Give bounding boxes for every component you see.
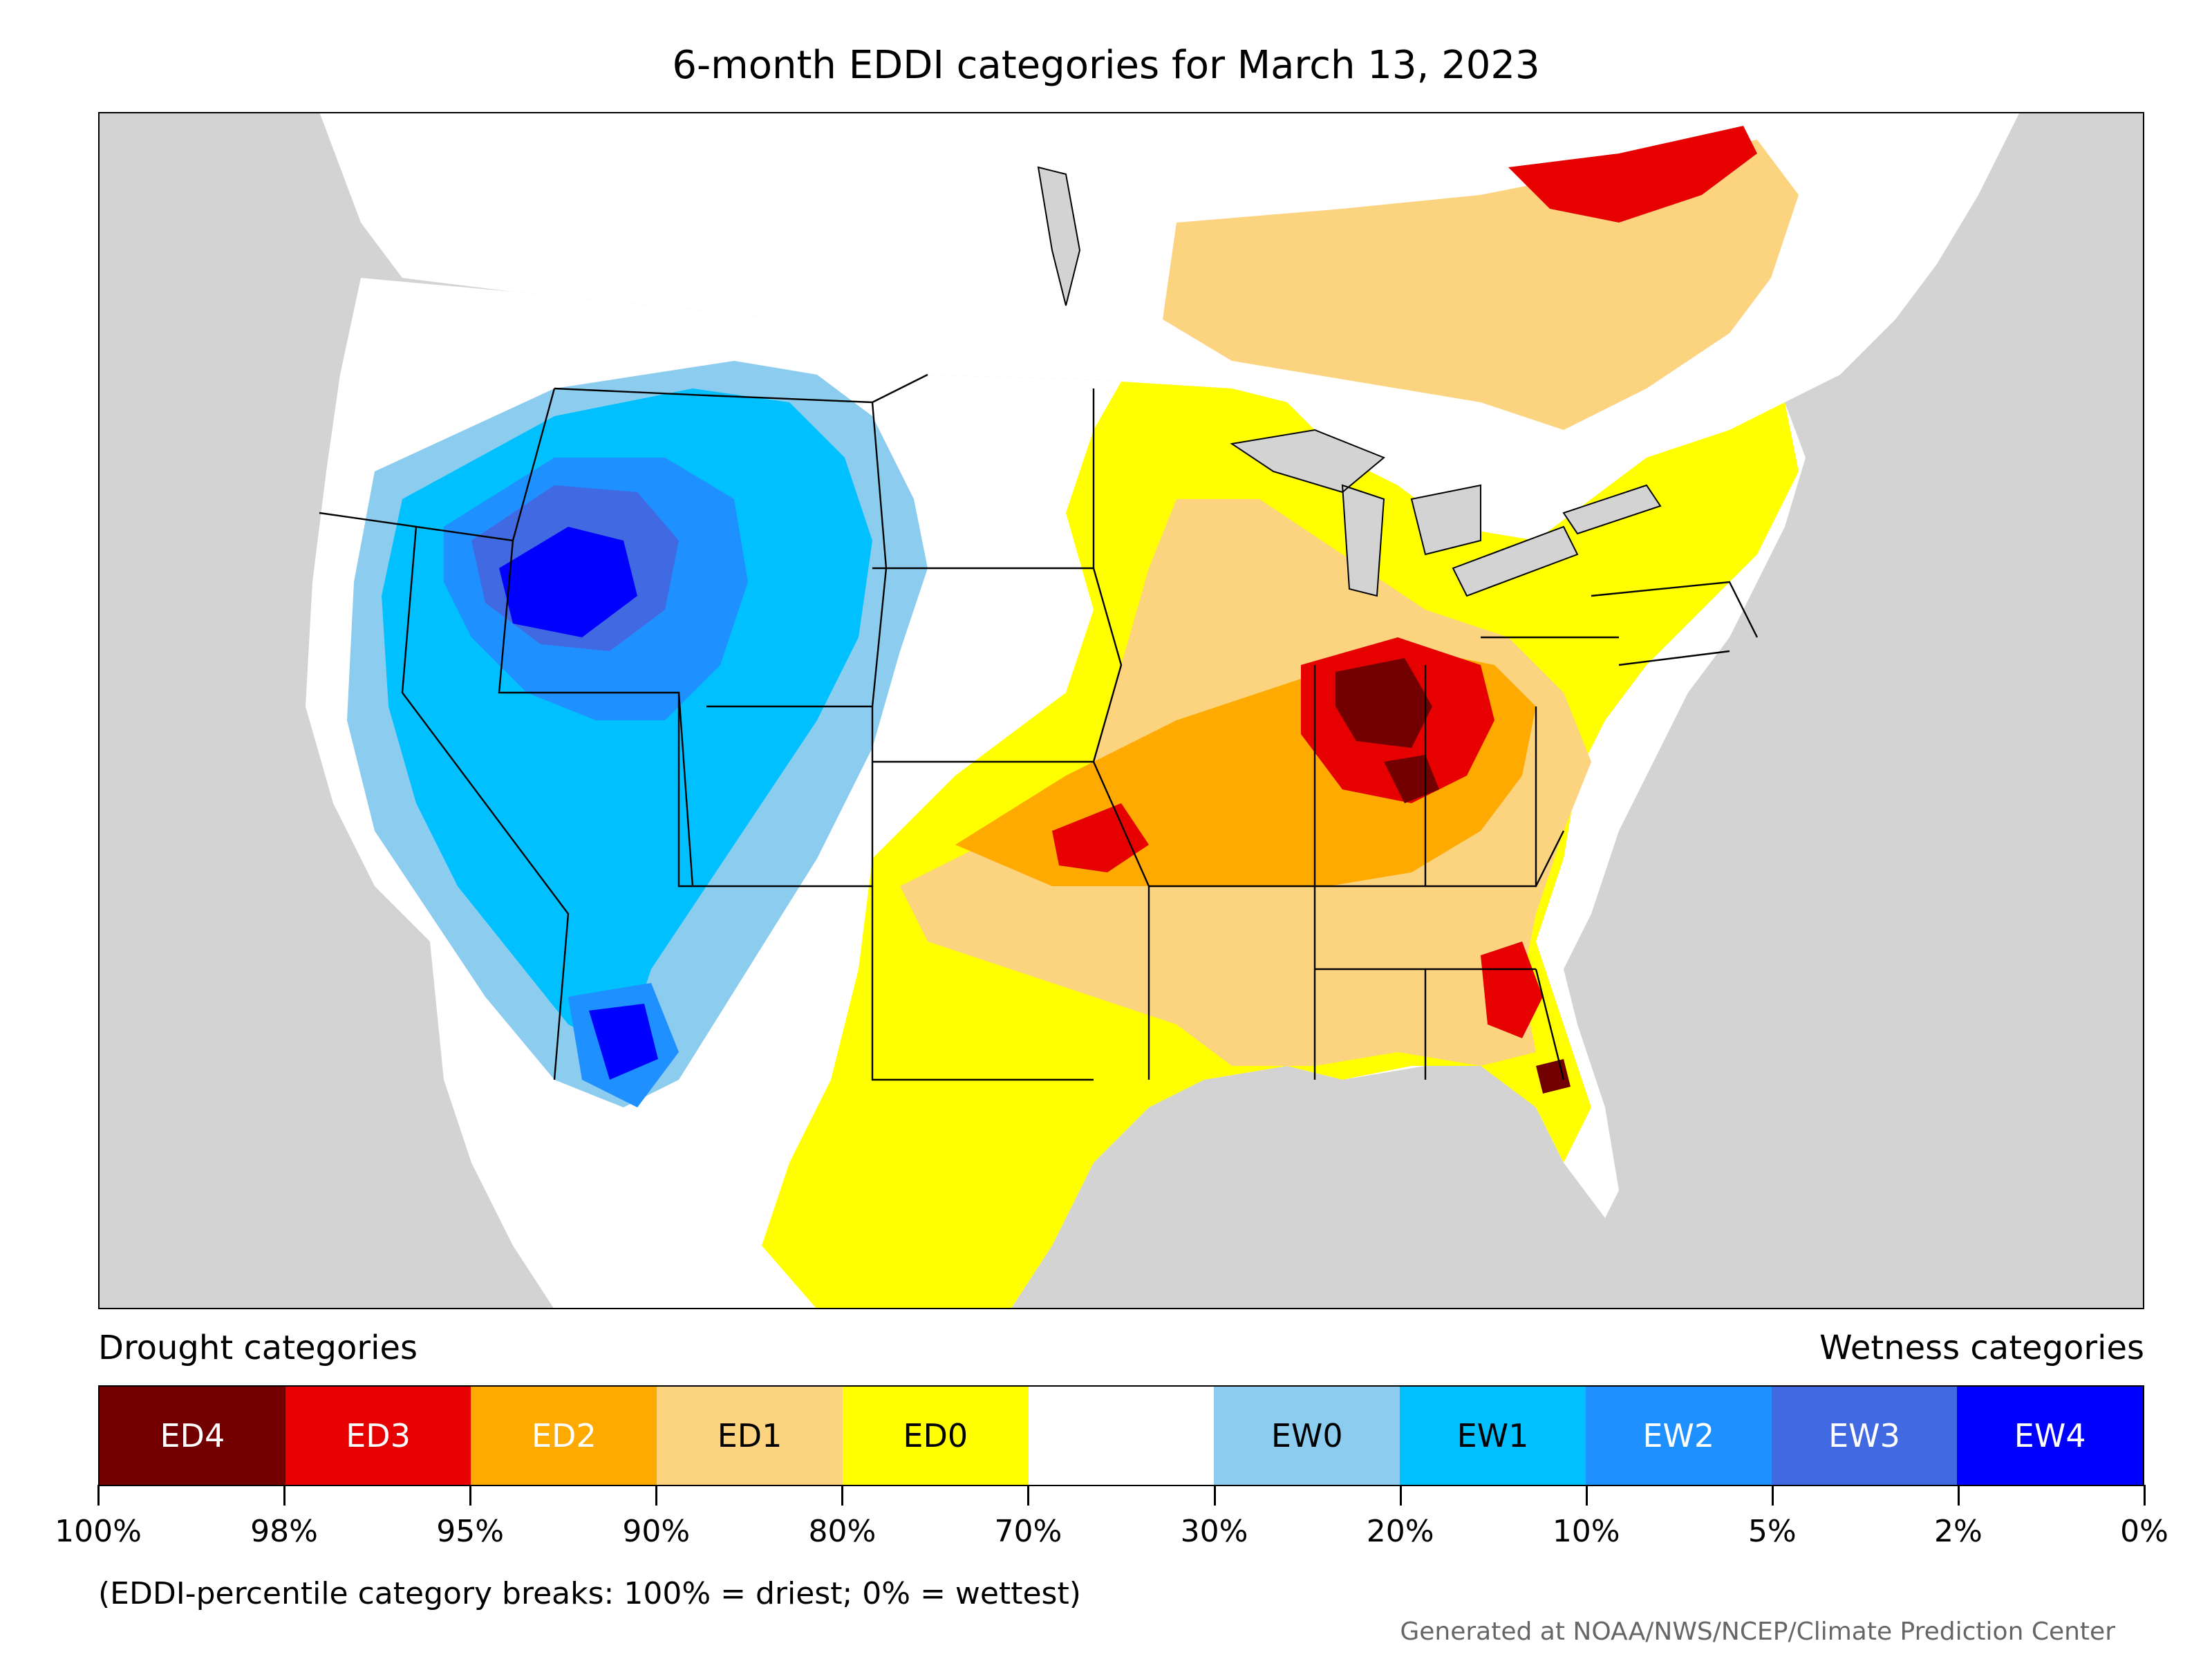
legend-tick-label: 10% (1552, 1514, 1620, 1549)
legend-colorbar: ED4 ED3 ED2 ED1 ED0 EW0 EW1 EW2 EW3 EW4 (98, 1385, 2144, 1486)
drought-area-ed3 (1052, 803, 1149, 872)
legend-tick-label: 70% (994, 1514, 1062, 1549)
drought-area-ed2-se (1481, 941, 1543, 1038)
map-title: 6-month EDDI categories for March 13, 20… (672, 43, 1540, 88)
drought-caption: Drought categories (98, 1329, 418, 1367)
legend-tick (1213, 1485, 1216, 1506)
legend-tick-label: 30% (1180, 1514, 1248, 1549)
legend-tick (1027, 1485, 1030, 1506)
wet-area-sw-core (589, 1004, 658, 1080)
legend-ew3: EW3 (1771, 1387, 1958, 1485)
eddi-map (98, 112, 2144, 1309)
legend-neutral (1028, 1387, 1215, 1485)
legend-tick (841, 1485, 844, 1506)
drought-area-ed3-canada (1508, 126, 1757, 223)
legend-tick-label: 100% (55, 1514, 142, 1549)
legend-tick-label: 95% (436, 1514, 505, 1549)
legend-tick-label: 90% (622, 1514, 691, 1549)
legend-tick-label: 0% (2120, 1514, 2168, 1549)
legend-tick (1399, 1485, 1402, 1506)
legend-tick-label: 80% (808, 1514, 877, 1549)
state-boundaries (319, 373, 1759, 1081)
legend-tick-label: 20% (1366, 1514, 1434, 1549)
legend-ew0: EW0 (1214, 1387, 1400, 1485)
mexico-land (430, 941, 817, 1309)
legend-tick (469, 1485, 472, 1506)
legend-ed0: ED0 (842, 1387, 1029, 1485)
category-note: (EDDI-percentile category breaks: 100% =… (98, 1576, 1081, 1611)
credit-line: Generated at NOAA/NWS/NCEP/Climate Predi… (1400, 1618, 2115, 1646)
legend-tick-label: 5% (1747, 1514, 1797, 1549)
legend-ed3: ED3 (285, 1387, 471, 1485)
legend-tick-label: 98% (250, 1514, 318, 1549)
legend-ew2: EW2 (1585, 1387, 1772, 1485)
legend-ew4: EW4 (1957, 1387, 2144, 1485)
legend-tick (1585, 1485, 1588, 1506)
legend-ed4: ED4 (100, 1387, 285, 1485)
legend-ticks (97, 1485, 2146, 1507)
legend-tick (2144, 1485, 2146, 1506)
lake-winnipeg (1037, 166, 1081, 306)
legend-tick (283, 1485, 286, 1506)
legend-tick (97, 1485, 100, 1506)
wet-area-ew4 (499, 527, 637, 637)
legend-tick (655, 1485, 658, 1506)
legend-tick-label: 2% (1934, 1514, 1983, 1549)
great-lakes (1230, 429, 1662, 597)
drought-area-ed4 (1335, 658, 1432, 748)
wetness-caption: Wetness categories (1819, 1329, 2144, 1367)
legend-ew1: EW1 (1400, 1387, 1586, 1485)
legend-ed1: ED1 (657, 1387, 843, 1485)
drought-area-ed4-fl (1536, 1059, 1571, 1094)
legend-tick (1957, 1485, 1960, 1506)
legend-tick (1771, 1485, 1774, 1506)
legend-ed2: ED2 (471, 1387, 657, 1485)
